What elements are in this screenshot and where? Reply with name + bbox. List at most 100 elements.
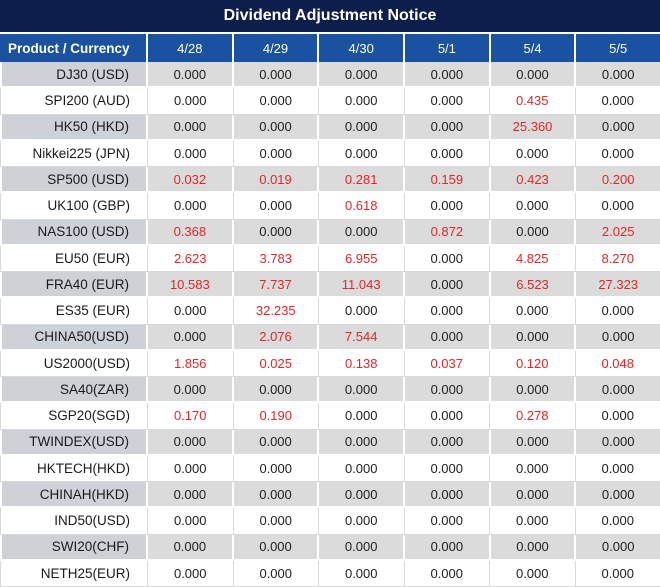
table-row: DJ30 (USD) 0.000 0.000 0.000 0.000 0.000 0.000: [0, 62, 660, 89]
value-cell: 0.000: [404, 403, 490, 430]
product-cell: CHINAH(HKD): [0, 482, 148, 509]
value-cell: 0.000: [490, 324, 577, 351]
product-cell: US2000(USD): [0, 350, 148, 377]
value-cell: 0.019: [233, 167, 320, 194]
product-cell: SWI20(CHF): [0, 534, 148, 561]
value-cell: 3.783: [233, 245, 319, 272]
value-cell: 2.025: [576, 219, 660, 246]
product-currency-header: Product / Currency: [0, 34, 148, 62]
table-row: US2000(USD) 1.856 0.025 0.138 0.037 0.120 0.04…: [0, 350, 660, 377]
value-cell: 0.000: [319, 62, 406, 89]
value-cell: 0.000: [148, 88, 234, 115]
value-cell: 0.000: [404, 298, 490, 325]
value-cell: 0.000: [148, 298, 234, 325]
value-cell: 0.000: [405, 62, 491, 89]
value-cell: 0.000: [405, 324, 491, 351]
value-cell: 0.000: [148, 114, 234, 141]
product-cell: Nikkei225 (JPN): [0, 140, 148, 167]
value-cell: 0.138: [319, 350, 405, 377]
value-cell: 0.000: [233, 534, 320, 561]
value-cell: 0.190: [233, 403, 319, 430]
value-cell: 0.000: [148, 377, 234, 404]
value-cell: 0.281: [319, 167, 406, 194]
value-cell: 7.544: [319, 324, 406, 351]
value-cell: 0.618: [319, 193, 405, 220]
value-cell: 0.000: [233, 140, 319, 167]
value-cell: 0.000: [490, 193, 576, 220]
value-cell: 0.000: [233, 193, 319, 220]
table-row: ES35 (EUR) 0.000 32.235 0.000 0.000 0.000 0.00…: [0, 298, 660, 325]
value-cell: 0.000: [319, 534, 406, 561]
value-cell: 0.000: [405, 114, 491, 141]
value-cell: 0.000: [233, 88, 319, 115]
value-cell: 6.523: [490, 272, 577, 299]
value-cell: 4.825: [490, 245, 576, 272]
value-cell: 0.000: [319, 219, 406, 246]
value-cell: 0.000: [233, 560, 319, 587]
value-cell: 0.000: [233, 508, 319, 535]
value-cell: 0.000: [490, 482, 577, 509]
value-cell: 0.000: [319, 114, 406, 141]
product-cell: NAS100 (USD): [0, 219, 148, 246]
value-cell: 0.000: [404, 193, 490, 220]
table-row: EU50 (EUR) 2.623 3.783 6.955 0.000 4.825 8.270: [0, 245, 660, 272]
value-cell: 0.032: [148, 167, 234, 194]
value-cell: 0.000: [148, 508, 234, 535]
value-cell: 0.170: [148, 403, 234, 430]
value-cell: 0.000: [319, 560, 405, 587]
value-cell: 0.000: [405, 429, 491, 456]
value-cell: 0.000: [233, 114, 320, 141]
value-cell: 0.000: [490, 298, 576, 325]
value-cell: 0.000: [148, 193, 234, 220]
value-cell: 0.048: [575, 350, 660, 377]
value-cell: 6.955: [319, 245, 405, 272]
value-cell: 7.737: [233, 272, 320, 299]
value-cell: 0.872: [405, 219, 491, 246]
table-row: NAS100 (USD) 0.368 0.000 0.000 0.872 0.000 2.0…: [0, 219, 660, 246]
table-row: NETH25(EUR) 0.000 0.000 0.000 0.000 0.000 0.00…: [0, 560, 660, 587]
value-cell: 0.000: [576, 62, 660, 89]
table-body: DJ30 (USD) 0.000 0.000 0.000 0.000 0.000 0.000…: [0, 62, 660, 587]
value-cell: 0.000: [404, 508, 490, 535]
table-row: CHINA50(USD) 0.000 2.076 7.544 0.000 0.000 0.0…: [0, 324, 660, 351]
value-cell: 0.200: [576, 167, 660, 194]
value-cell: 0.000: [575, 403, 660, 430]
product-cell: IND50(USD): [0, 508, 148, 535]
value-cell: 2.623: [148, 245, 234, 272]
value-cell: 27.323: [576, 272, 660, 299]
date-header: 5/1: [405, 34, 491, 62]
value-cell: 0.000: [404, 88, 490, 115]
value-cell: 0.000: [319, 482, 406, 509]
product-cell: SPI200 (AUD): [0, 88, 148, 115]
table-row: HK50 (HKD) 0.000 0.000 0.000 0.000 25.360 0.00…: [0, 114, 660, 141]
value-cell: 0.025: [233, 350, 319, 377]
value-cell: 0.000: [405, 272, 491, 299]
value-cell: 0.000: [148, 455, 234, 482]
product-cell: FRA40 (EUR): [0, 272, 148, 299]
value-cell: 8.270: [575, 245, 660, 272]
value-cell: 25.360: [490, 114, 577, 141]
date-header: 5/5: [609, 40, 628, 56]
product-cell: HKTECH(HKD): [0, 455, 148, 482]
value-cell: 0.000: [404, 140, 490, 167]
value-cell: 0.000: [575, 560, 660, 587]
value-cell: 0.000: [319, 403, 405, 430]
value-cell: 0.000: [233, 429, 320, 456]
value-cell: 2.076: [233, 324, 320, 351]
value-cell: 11.043: [319, 272, 406, 299]
value-cell: 0.000: [319, 377, 406, 404]
value-cell: 0.000: [233, 482, 320, 509]
table-row: CHINAH(HKD) 0.000 0.000 0.000 0.000 0.000 0.00…: [0, 482, 660, 509]
product-cell: DJ30 (USD): [0, 62, 148, 89]
value-cell: 0.000: [490, 219, 577, 246]
value-cell: 0.000: [233, 455, 319, 482]
value-cell: 0.000: [490, 455, 576, 482]
value-cell: 0.000: [575, 88, 660, 115]
table-row: SA40(ZAR) 0.000 0.000 0.000 0.000 0.000 0.000: [0, 377, 660, 404]
value-cell: 0.000: [490, 62, 577, 89]
value-cell: 0.000: [576, 377, 660, 404]
product-cell: TWINDEX(USD): [0, 429, 148, 456]
product-cell: ES35 (EUR): [0, 298, 148, 325]
value-cell: 0.000: [148, 324, 234, 351]
value-cell: 10.583: [148, 272, 234, 299]
